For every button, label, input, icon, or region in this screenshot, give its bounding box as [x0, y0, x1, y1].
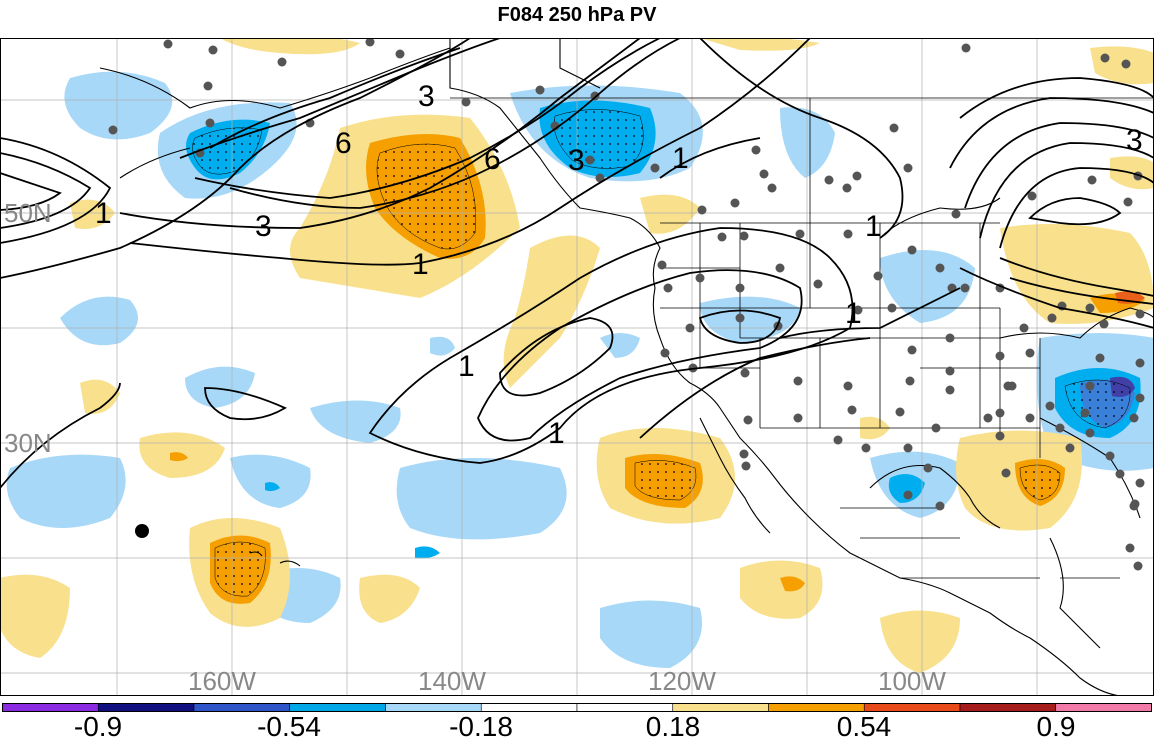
colorbar-label: 0.54: [837, 711, 892, 739]
pv-map: 1 3 6 6 3 3 1 1 1 1 1 3 1 50N 30N 160W 1…: [0, 38, 1154, 696]
lon-label: 160W: [188, 666, 256, 696]
axis-labels: 50N 30N 160W 140W 120W 100W: [4, 198, 946, 696]
pv-contours: [0, 38, 1154, 489]
lat-label: 30N: [4, 428, 52, 458]
contour-label: 3: [568, 144, 585, 177]
colorbar-labels: -0.9 -0.54 -0.18 0.18 0.54 0.9: [74, 711, 1076, 739]
location-marker: [135, 524, 149, 538]
lon-label: 100W: [878, 666, 946, 696]
contour-label: 6: [484, 143, 501, 176]
contour-label: 6: [335, 127, 352, 160]
contour-label: 3: [418, 80, 435, 113]
colorbar: -0.9 -0.54 -0.18 0.18 0.54 0.9: [2, 703, 1152, 739]
colorbar-label: -0.54: [257, 711, 321, 739]
lat-lon-grid: [0, 38, 1154, 696]
contour-label: 1: [458, 350, 475, 383]
colorbar-label: -0.9: [74, 711, 122, 739]
station-markers: [108, 38, 1145, 571]
lat-label: 50N: [4, 198, 52, 228]
map-title: F084 250 hPa PV: [497, 4, 657, 26]
contour-labels: 1 3 6 6 3 3 1 1 1 1 1 3 1: [95, 80, 1143, 450]
contour-label: 1: [412, 248, 429, 281]
contour-label: 1: [548, 417, 565, 450]
contour-label: 3: [1126, 124, 1143, 157]
lon-label: 120W: [648, 666, 716, 696]
contour-label: 3: [255, 210, 272, 243]
contour-label: 1: [865, 210, 882, 243]
colorbar-swatches: [2, 703, 1152, 712]
significance-stippling: [192, 109, 1131, 597]
contour-label: 1: [672, 142, 689, 175]
colorbar-label: -0.18: [449, 711, 513, 739]
lon-label: 140W: [418, 666, 486, 696]
contour-label: 1: [95, 197, 112, 230]
colorbar-label: 0.18: [646, 711, 701, 739]
colorbar-label: 0.9: [1037, 711, 1076, 739]
contour-label: 1: [845, 297, 862, 330]
